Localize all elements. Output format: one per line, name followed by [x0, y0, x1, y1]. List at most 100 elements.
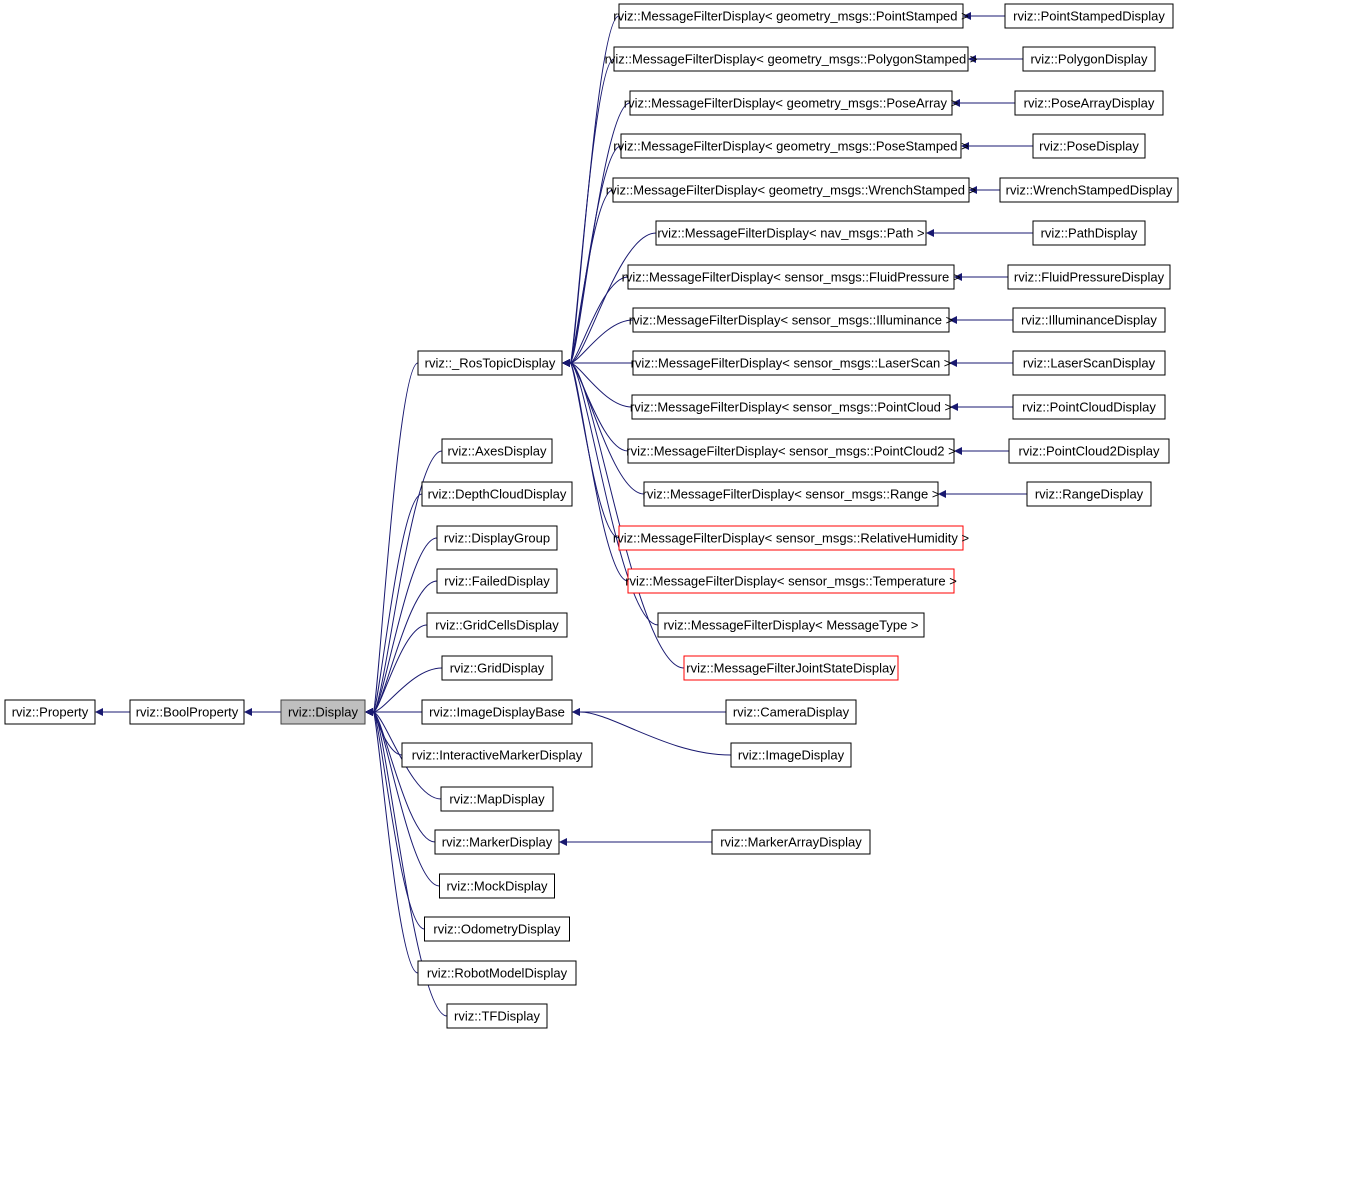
edges-layer: [95, 12, 1033, 1016]
node-label-DisplayGroup: rviz::DisplayGroup: [444, 530, 550, 545]
node-MFD_PolygonStamped[interactable]: rviz::MessageFilterDisplay< geometry_msg…: [605, 47, 978, 71]
node-MFD_RelativeHumidity[interactable]: rviz::MessageFilterDisplay< sensor_msgs:…: [613, 526, 969, 550]
node-LaserScanDisplay[interactable]: rviz::LaserScanDisplay: [1013, 351, 1165, 375]
arrowhead-MarkerArrayDisplay-to-MarkerDisplay: [559, 838, 567, 846]
node-DisplayGroup[interactable]: rviz::DisplayGroup: [437, 526, 557, 550]
node-Display[interactable]: rviz::Display: [281, 700, 365, 724]
node-label-DepthCloudDisplay: rviz::DepthCloudDisplay: [428, 486, 567, 501]
node-ImageDisplay[interactable]: rviz::ImageDisplay: [731, 743, 851, 767]
node-MarkerDisplay[interactable]: rviz::MarkerDisplay: [435, 830, 559, 854]
arrowhead-Display-to-BoolProperty: [244, 708, 252, 716]
node-label-RosTopicDisplay: rviz::_RosTopicDisplay: [425, 355, 556, 370]
node-label-MFD_Path: rviz::MessageFilterDisplay< nav_msgs::Pa…: [657, 225, 924, 240]
node-DepthCloudDisplay[interactable]: rviz::DepthCloudDisplay: [422, 482, 572, 506]
node-label-MFD_LaserScan: rviz::MessageFilterDisplay< sensor_msgs:…: [631, 355, 952, 370]
node-MFD_PoseArray[interactable]: rviz::MessageFilterDisplay< geometry_msg…: [624, 91, 959, 115]
node-label-Display: rviz::Display: [288, 704, 359, 719]
node-label-RangeDisplay: rviz::RangeDisplay: [1035, 486, 1144, 501]
node-MFD_PointCloud2[interactable]: rviz::MessageFilterDisplay< sensor_msgs:…: [626, 439, 955, 463]
node-label-MFD_RelativeHumidity: rviz::MessageFilterDisplay< sensor_msgs:…: [613, 530, 969, 545]
node-MFJointStateDisplay[interactable]: rviz::MessageFilterJointStateDisplay: [684, 656, 898, 680]
node-FailedDisplay[interactable]: rviz::FailedDisplay: [437, 569, 557, 593]
node-label-MFD_PointCloud: rviz::MessageFilterDisplay< sensor_msgs:…: [630, 399, 952, 414]
arrowhead-BoolProperty-to-Property: [95, 708, 103, 716]
node-IlluminanceDisplay[interactable]: rviz::IlluminanceDisplay: [1013, 308, 1165, 332]
node-PointCloudDisplay[interactable]: rviz::PointCloudDisplay: [1013, 395, 1165, 419]
node-TFDisplay[interactable]: rviz::TFDisplay: [447, 1004, 547, 1028]
node-MFD_Range[interactable]: rviz::MessageFilterDisplay< sensor_msgs:…: [643, 482, 940, 506]
node-label-MFD_PolygonStamped: rviz::MessageFilterDisplay< geometry_msg…: [605, 51, 978, 66]
node-MFD_FluidPressure[interactable]: rviz::MessageFilterDisplay< sensor_msgs:…: [622, 265, 961, 289]
node-label-GridCellsDisplay: rviz::GridCellsDisplay: [435, 617, 559, 632]
node-label-MFD_FluidPressure: rviz::MessageFilterDisplay< sensor_msgs:…: [622, 269, 961, 284]
node-AxesDisplay[interactable]: rviz::AxesDisplay: [442, 439, 552, 463]
node-MapDisplay[interactable]: rviz::MapDisplay: [441, 787, 553, 811]
node-label-MFD_PointStamped: rviz::MessageFilterDisplay< geometry_msg…: [613, 8, 968, 23]
node-RangeDisplay[interactable]: rviz::RangeDisplay: [1027, 482, 1151, 506]
node-PointStampedDisplay[interactable]: rviz::PointStampedDisplay: [1005, 4, 1173, 28]
node-label-PointCloudDisplay: rviz::PointCloudDisplay: [1022, 399, 1156, 414]
node-CameraDisplay[interactable]: rviz::CameraDisplay: [726, 700, 856, 724]
node-label-MapDisplay: rviz::MapDisplay: [449, 791, 545, 806]
node-MFD_LaserScan[interactable]: rviz::MessageFilterDisplay< sensor_msgs:…: [631, 351, 952, 375]
node-MFD_WrenchStamped[interactable]: rviz::MessageFilterDisplay< geometry_msg…: [606, 178, 976, 202]
node-label-MarkerArrayDisplay: rviz::MarkerArrayDisplay: [720, 834, 862, 849]
node-RobotModelDisplay[interactable]: rviz::RobotModelDisplay: [418, 961, 576, 985]
node-label-ImageDisplay: rviz::ImageDisplay: [738, 747, 845, 762]
node-label-FailedDisplay: rviz::FailedDisplay: [444, 573, 550, 588]
node-Property[interactable]: rviz::Property: [5, 700, 95, 724]
edge-MockDisplay-to-Display: [373, 712, 440, 886]
node-label-LaserScanDisplay: rviz::LaserScanDisplay: [1023, 355, 1156, 370]
arrowhead-PathDisplay-to-MFD_Path: [926, 229, 934, 237]
node-label-GridDisplay: rviz::GridDisplay: [450, 660, 545, 675]
node-MockDisplay[interactable]: rviz::MockDisplay: [440, 874, 555, 898]
node-ImageDisplayBase[interactable]: rviz::ImageDisplayBase: [422, 700, 572, 724]
node-label-BoolProperty: rviz::BoolProperty: [136, 704, 239, 719]
node-BoolProperty[interactable]: rviz::BoolProperty: [130, 700, 244, 724]
node-label-ImageDisplayBase: rviz::ImageDisplayBase: [429, 704, 565, 719]
node-label-MFD_Range: rviz::MessageFilterDisplay< sensor_msgs:…: [643, 486, 940, 501]
node-RosTopicDisplay[interactable]: rviz::_RosTopicDisplay: [418, 351, 562, 375]
node-PoseArrayDisplay[interactable]: rviz::PoseArrayDisplay: [1015, 91, 1163, 115]
edge-DepthCloudDisplay-to-Display: [373, 494, 422, 712]
node-MFD_MessageType[interactable]: rviz::MessageFilterDisplay< MessageType …: [658, 613, 924, 637]
node-label-PathDisplay: rviz::PathDisplay: [1041, 225, 1138, 240]
node-label-InteractiveMarkerDisplay: rviz::InteractiveMarkerDisplay: [412, 747, 583, 762]
node-label-OdometryDisplay: rviz::OdometryDisplay: [433, 921, 561, 936]
node-label-WrenchStampedDisplay: rviz::WrenchStampedDisplay: [1006, 182, 1173, 197]
node-MFD_Temperature[interactable]: rviz::MessageFilterDisplay< sensor_msgs:…: [625, 569, 957, 593]
node-label-PoseDisplay: rviz::PoseDisplay: [1039, 138, 1139, 153]
node-MarkerArrayDisplay[interactable]: rviz::MarkerArrayDisplay: [712, 830, 870, 854]
node-PolygonDisplay[interactable]: rviz::PolygonDisplay: [1023, 47, 1155, 71]
node-MFD_PointStamped[interactable]: rviz::MessageFilterDisplay< geometry_msg…: [613, 4, 968, 28]
node-FluidPressureDisplay[interactable]: rviz::FluidPressureDisplay: [1008, 265, 1170, 289]
node-label-TFDisplay: rviz::TFDisplay: [454, 1008, 540, 1023]
arrowhead-TFDisplay-to-Display: [365, 708, 373, 716]
node-label-MFD_PoseArray: rviz::MessageFilterDisplay< geometry_msg…: [624, 95, 959, 110]
node-label-AxesDisplay: rviz::AxesDisplay: [448, 443, 547, 458]
node-WrenchStampedDisplay[interactable]: rviz::WrenchStampedDisplay: [1000, 178, 1178, 202]
node-label-MFD_MessageType: rviz::MessageFilterDisplay< MessageType …: [663, 617, 918, 632]
node-PointCloud2Display[interactable]: rviz::PointCloud2Display: [1009, 439, 1169, 463]
node-MFD_Illuminance[interactable]: rviz::MessageFilterDisplay< sensor_msgs:…: [629, 308, 953, 332]
node-OdometryDisplay[interactable]: rviz::OdometryDisplay: [425, 917, 570, 941]
node-PathDisplay[interactable]: rviz::PathDisplay: [1033, 221, 1145, 245]
node-PoseDisplay[interactable]: rviz::PoseDisplay: [1033, 134, 1145, 158]
node-MFD_PoseStamped[interactable]: rviz::MessageFilterDisplay< geometry_msg…: [613, 134, 968, 158]
inheritance-diagram: rviz::Property rviz::BoolProperty rviz::Di…: [0, 0, 1368, 1203]
node-label-RobotModelDisplay: rviz::RobotModelDisplay: [427, 965, 568, 980]
node-label-PointCloud2Display: rviz::PointCloud2Display: [1019, 443, 1160, 458]
diagram-canvas: rviz::Property rviz::BoolProperty rviz::Di…: [0, 0, 1368, 1203]
arrowhead-MFJointStateDisplay-to-RosTopicDisplay: [562, 359, 570, 367]
node-label-PointStampedDisplay: rviz::PointStampedDisplay: [1013, 8, 1165, 23]
node-GridDisplay[interactable]: rviz::GridDisplay: [442, 656, 552, 680]
node-MFD_PointCloud[interactable]: rviz::MessageFilterDisplay< sensor_msgs:…: [630, 395, 952, 419]
node-label-MFD_Illuminance: rviz::MessageFilterDisplay< sensor_msgs:…: [629, 312, 953, 327]
node-label-Property: rviz::Property: [12, 704, 89, 719]
node-InteractiveMarkerDisplay[interactable]: rviz::InteractiveMarkerDisplay: [402, 743, 592, 767]
node-GridCellsDisplay[interactable]: rviz::GridCellsDisplay: [427, 613, 567, 637]
node-label-MockDisplay: rviz::MockDisplay: [446, 878, 548, 893]
edge-ImageDisplay-to-ImageDisplayBase: [580, 712, 731, 755]
node-MFD_Path[interactable]: rviz::MessageFilterDisplay< nav_msgs::Pa…: [656, 221, 926, 245]
arrowhead-ImageDisplay-to-ImageDisplayBase: [572, 708, 580, 716]
